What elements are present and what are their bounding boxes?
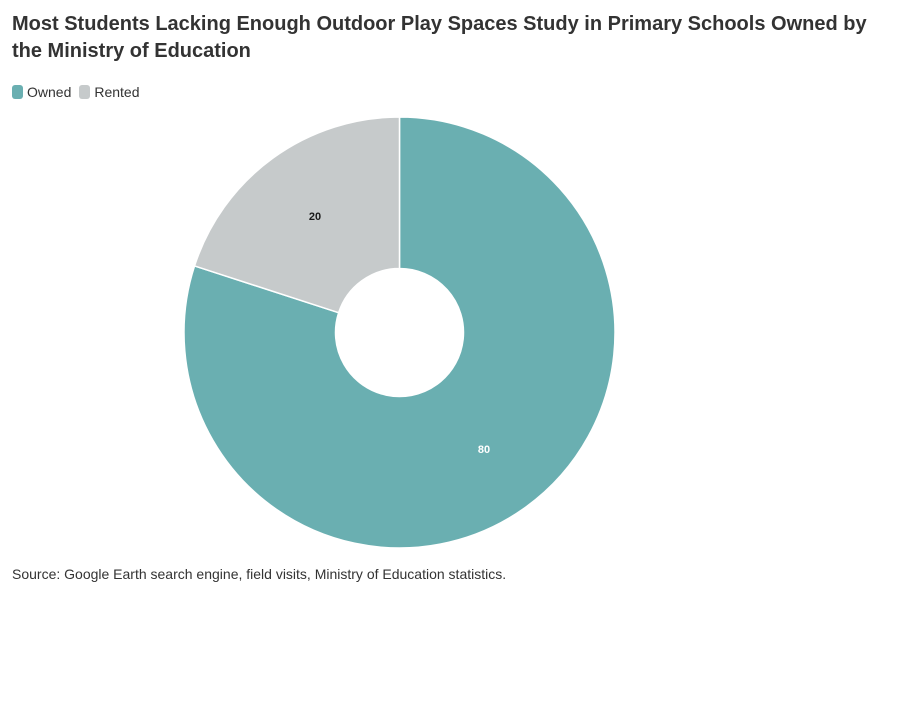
legend-swatch-rented bbox=[79, 85, 91, 99]
source-note: Source: Google Earth search engine, fiel… bbox=[12, 566, 507, 582]
legend-label-rented: Rented bbox=[94, 84, 140, 100]
data-label-owned: 80 bbox=[478, 444, 490, 456]
slice-rented[interactable] bbox=[193, 116, 401, 314]
slice-owned[interactable] bbox=[183, 116, 616, 549]
legend-swatch-owned bbox=[12, 85, 23, 99]
legend-label-owned: Owned bbox=[27, 84, 72, 100]
chart-title: Most Students Lacking Enough Outdoor Pla… bbox=[12, 13, 867, 62]
legend-item-rented[interactable]: Rented bbox=[79, 84, 140, 100]
legend-item-owned[interactable]: Owned bbox=[12, 84, 71, 100]
donut-chart: 80 20 bbox=[183, 116, 616, 549]
data-label-rented: 20 bbox=[309, 211, 321, 223]
legend: Owned Rented bbox=[12, 84, 140, 100]
